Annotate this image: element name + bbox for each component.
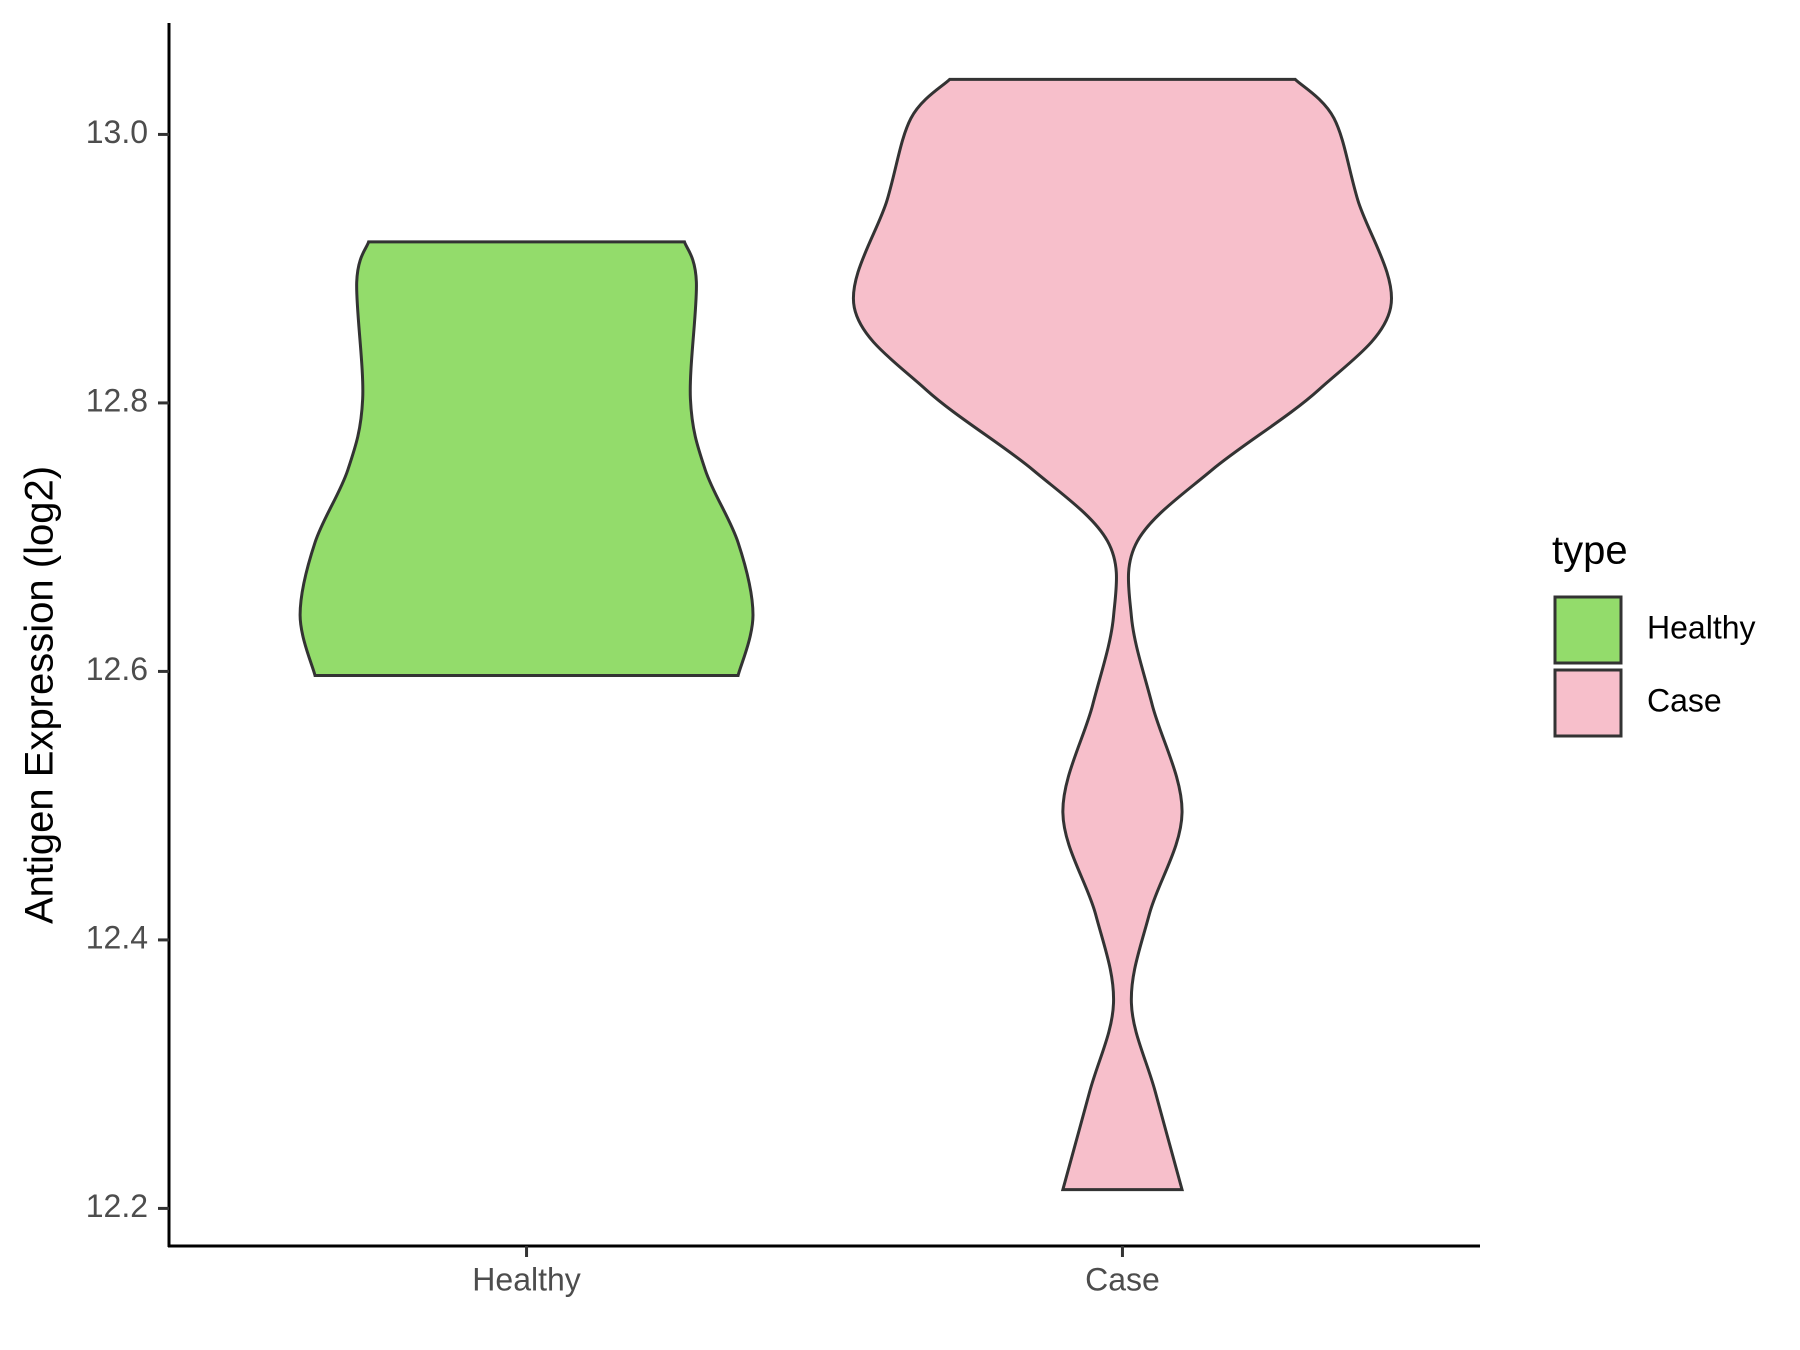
y-axis-title: Antigen Expression (log2) bbox=[18, 466, 62, 924]
legend-key bbox=[1553, 668, 1623, 738]
legend-title: type bbox=[1552, 529, 1628, 573]
x-tick-label: Healthy bbox=[472, 1261, 581, 1297]
violin bbox=[298, 240, 755, 677]
y-tick-label: 13.0 bbox=[86, 114, 148, 150]
x-tick-label: Case bbox=[1085, 1261, 1160, 1297]
legend-label: Case bbox=[1647, 682, 1722, 718]
y-tick-label: 12.4 bbox=[86, 919, 148, 955]
y-tick-label: 12.2 bbox=[86, 1188, 148, 1224]
y-tick-label: 12.8 bbox=[86, 382, 148, 418]
legend-label: Healthy bbox=[1647, 609, 1756, 645]
violin bbox=[851, 77, 1394, 1192]
legend-key bbox=[1553, 595, 1623, 665]
y-tick-label: 12.6 bbox=[86, 651, 148, 687]
